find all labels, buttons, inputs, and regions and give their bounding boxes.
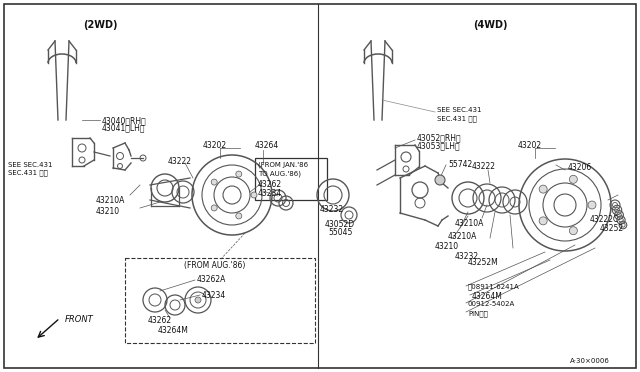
- Text: 43202: 43202: [518, 141, 542, 150]
- Text: (FROM JAN.'86: (FROM JAN.'86: [258, 161, 308, 167]
- Text: 55045: 55045: [328, 228, 353, 237]
- Text: PINピン: PINピン: [468, 310, 488, 317]
- Text: 43252: 43252: [600, 224, 624, 233]
- Text: 43252M: 43252M: [468, 258, 499, 267]
- Text: SEC.431 参照: SEC.431 参照: [437, 115, 477, 122]
- Text: (FROM AUG.'86): (FROM AUG.'86): [184, 261, 246, 270]
- Text: 43210A: 43210A: [96, 196, 125, 205]
- Circle shape: [588, 201, 596, 209]
- Text: TO AUG.'86): TO AUG.'86): [258, 170, 301, 176]
- Text: 43041（LH）: 43041（LH）: [102, 123, 145, 132]
- Text: 43234: 43234: [202, 291, 227, 300]
- Text: 00912-5402A: 00912-5402A: [468, 301, 515, 307]
- Text: (2WD): (2WD): [83, 20, 117, 30]
- Bar: [125, 258, 315, 343]
- Circle shape: [236, 213, 242, 219]
- Text: 43210: 43210: [96, 207, 120, 216]
- Text: SEE SEC.431: SEE SEC.431: [437, 107, 481, 113]
- Text: 43262: 43262: [258, 180, 282, 189]
- Circle shape: [570, 175, 577, 183]
- Text: 43202: 43202: [203, 141, 227, 150]
- Text: 43264M: 43264M: [472, 292, 503, 301]
- Circle shape: [435, 175, 445, 185]
- Text: 43262A: 43262A: [197, 275, 227, 284]
- Circle shape: [539, 185, 547, 193]
- Text: 43222C: 43222C: [590, 215, 620, 224]
- Circle shape: [211, 179, 217, 185]
- Text: FRONT: FRONT: [65, 315, 93, 324]
- Text: 43232: 43232: [320, 205, 344, 214]
- Circle shape: [195, 297, 201, 303]
- Circle shape: [211, 205, 217, 211]
- Text: 55742: 55742: [448, 160, 472, 169]
- Text: 43052（RH）: 43052（RH）: [417, 133, 461, 142]
- Bar: [255, 158, 327, 200]
- Text: 43206: 43206: [568, 163, 592, 172]
- Text: 43234: 43234: [258, 189, 282, 198]
- Text: 43232: 43232: [455, 252, 479, 261]
- Circle shape: [236, 171, 242, 177]
- Text: 43262: 43262: [148, 316, 172, 325]
- Text: 43052D: 43052D: [325, 220, 355, 229]
- Text: 43210: 43210: [435, 242, 459, 251]
- Text: 43222: 43222: [472, 162, 496, 171]
- Text: ⓝ08911-6241A: ⓝ08911-6241A: [468, 283, 520, 290]
- Circle shape: [251, 192, 257, 198]
- Text: 43264: 43264: [255, 141, 279, 150]
- Text: 43053（LH）: 43053（LH）: [417, 141, 461, 150]
- Circle shape: [539, 217, 547, 225]
- Text: 43040（RH）: 43040（RH）: [102, 116, 147, 125]
- Text: 43210A: 43210A: [455, 219, 484, 228]
- Text: SEC.431 参照: SEC.431 参照: [8, 169, 48, 176]
- Text: 43222: 43222: [168, 157, 192, 166]
- Text: (4WD): (4WD): [473, 20, 508, 30]
- Text: A·30×0006: A·30×0006: [570, 358, 610, 364]
- Circle shape: [570, 227, 577, 235]
- Text: SEE SEC.431: SEE SEC.431: [8, 162, 52, 168]
- Text: 43264M: 43264M: [158, 326, 189, 335]
- Text: 43210A: 43210A: [448, 232, 477, 241]
